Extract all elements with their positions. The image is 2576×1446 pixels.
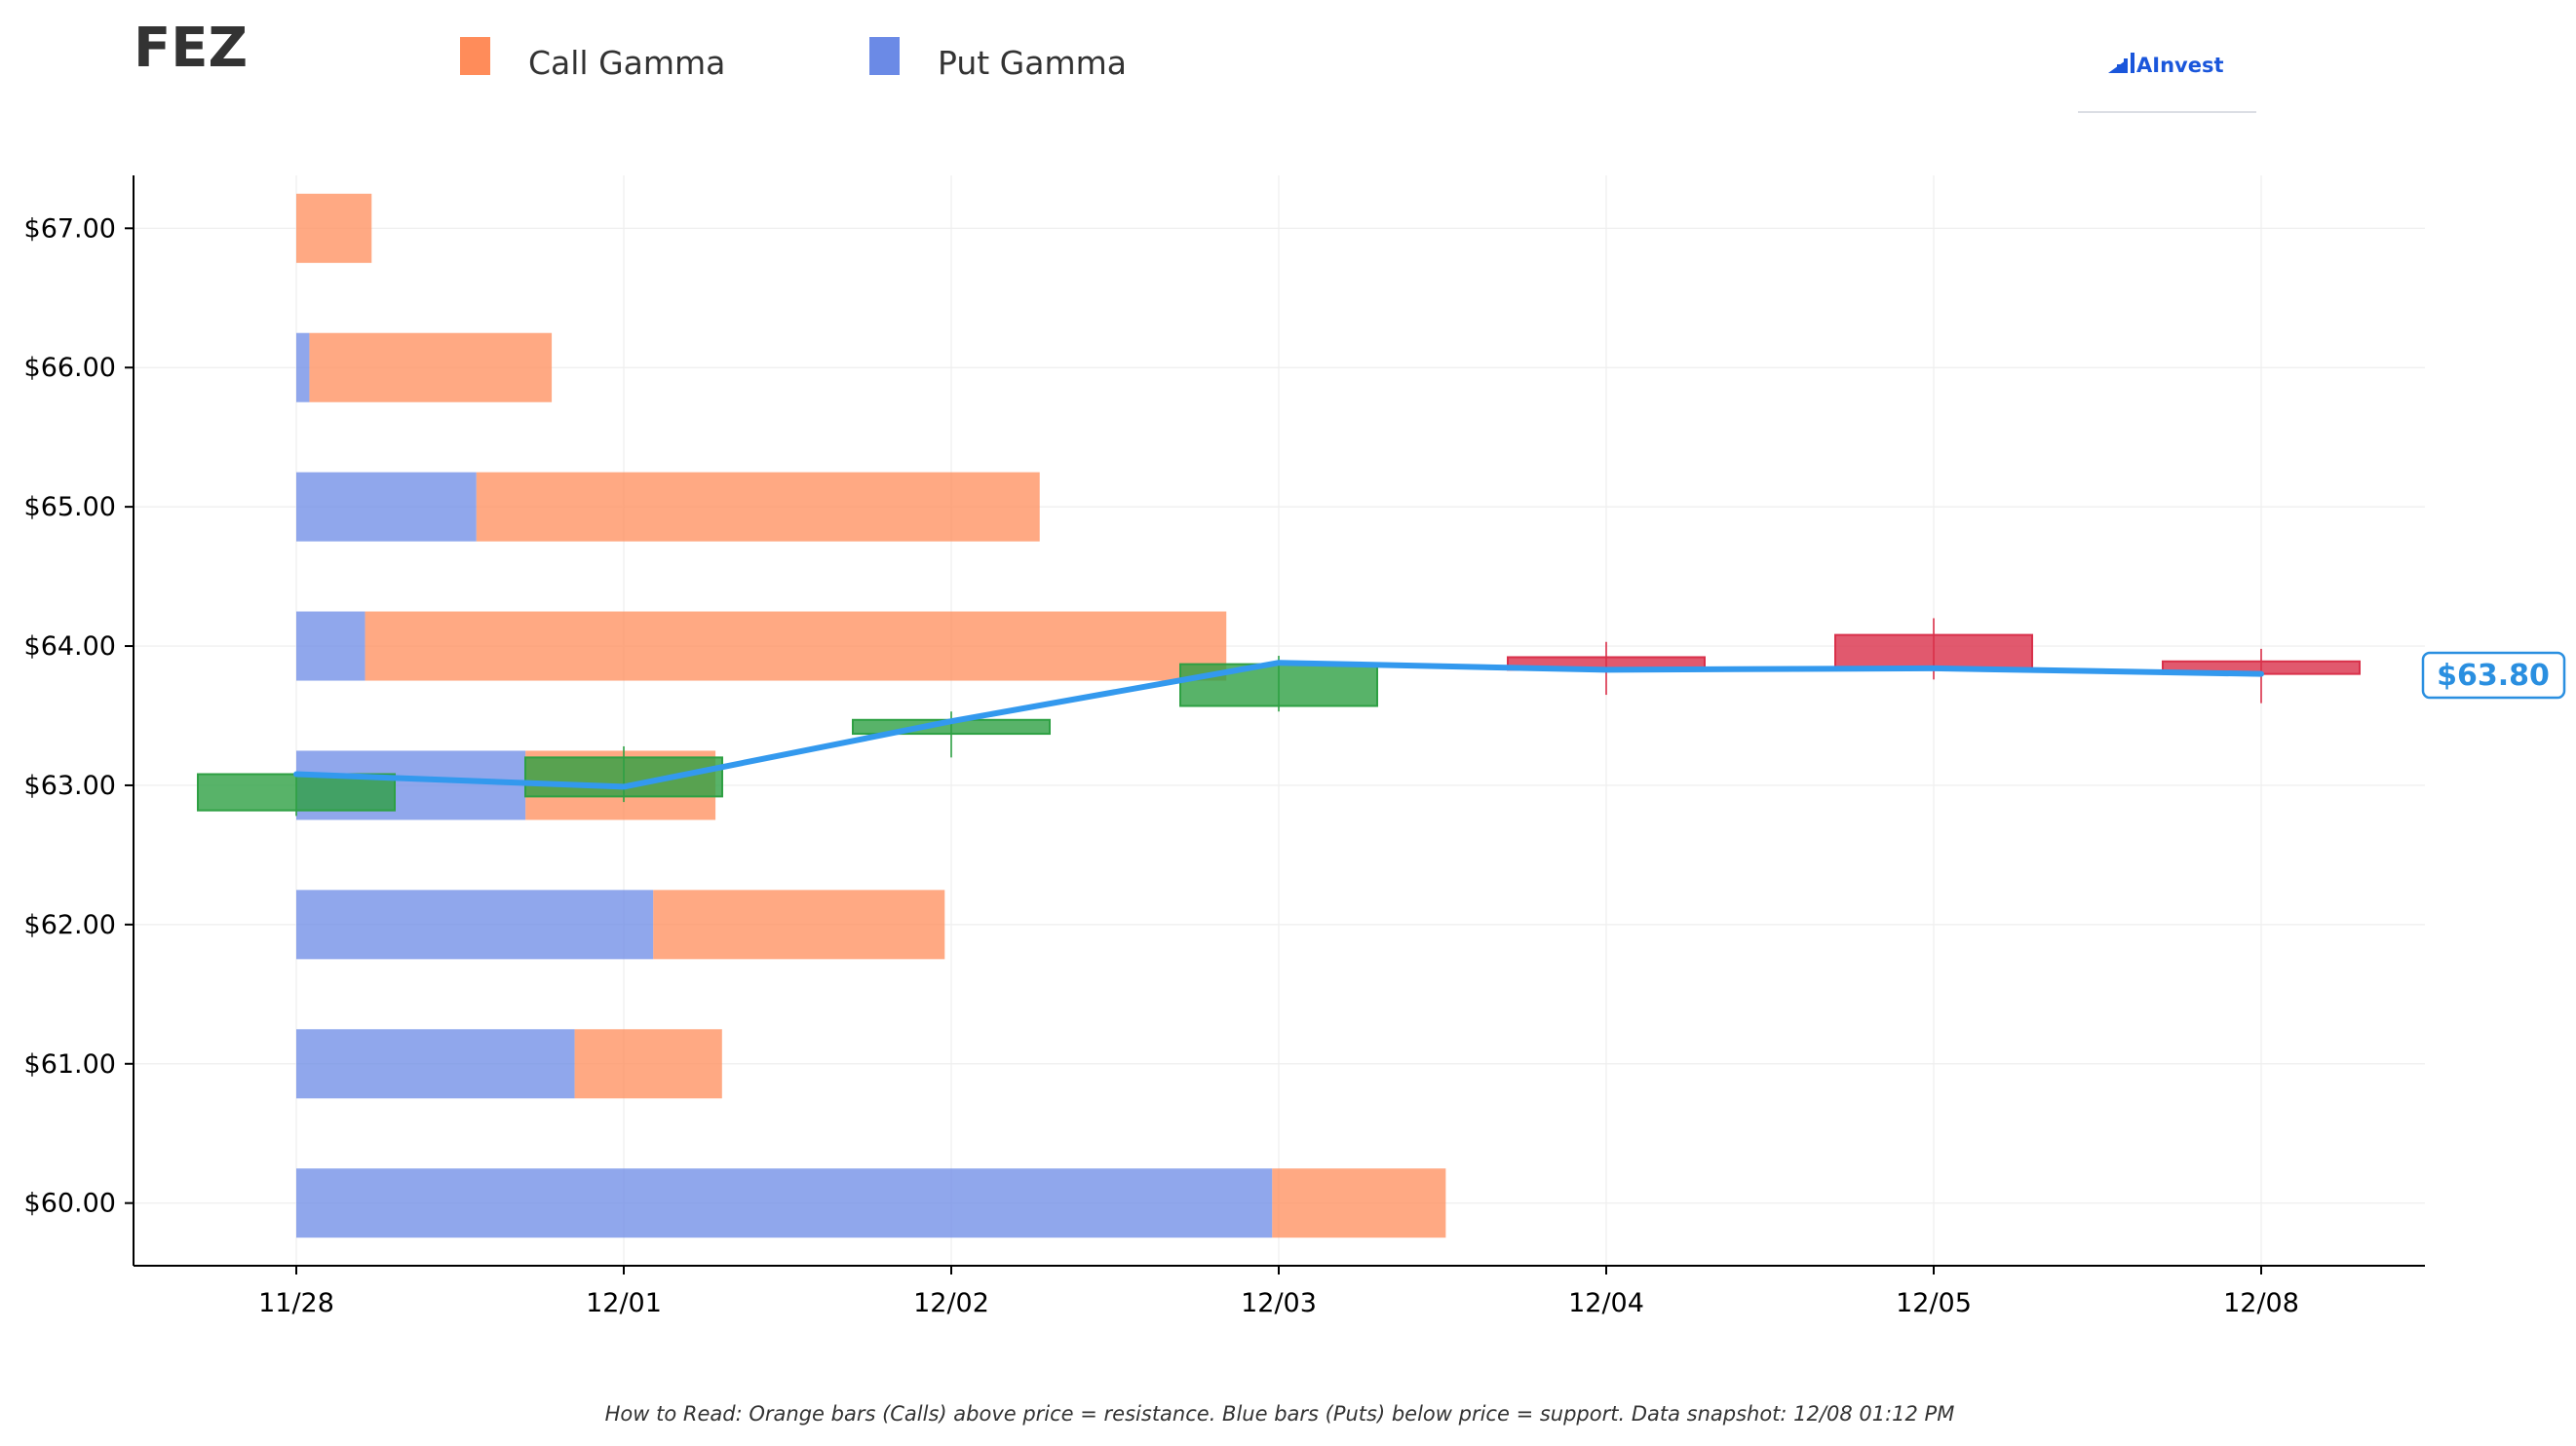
x-tick-label: 12/01 [586,1288,662,1318]
legend-label-put: Put Gamma [938,44,1127,82]
candle-body [1179,663,1378,707]
put-gamma-bar [296,611,365,681]
y-tick-label: $60.00 [24,1189,116,1219]
x-tick-label: 12/05 [1896,1288,1972,1318]
candle-body [197,773,396,812]
footer-note: How to Read: Orange bars (Calls) above p… [605,1402,1955,1426]
chart-bars-icon [2108,53,2134,73]
put-gamma-bar [296,332,310,402]
price-line-layer [293,660,2264,790]
brand-name: AInvest [2136,54,2224,77]
y-tick-label: $67.00 [24,213,116,244]
call-gamma-bar [1272,1168,1446,1238]
legend: Call Gamma Put Gamma [460,37,1127,82]
candle-body [1834,633,2033,669]
x-tick-label: 12/03 [1241,1288,1317,1318]
call-gamma-bar [476,472,1040,542]
y-tick-label: $62.00 [24,910,116,940]
x-tick-label: 12/08 [2223,1288,2299,1318]
price-badge: $63.80 [2421,651,2566,700]
y-tick-label: $63.00 [24,771,116,801]
call-gamma-bar [365,611,1227,681]
put-gamma-bar [296,890,654,960]
call-gamma-bar [574,1029,722,1099]
put-gamma-bar [296,472,477,542]
brand-logo: AInvest [2078,53,2256,113]
chart-title: FEZ [134,17,248,80]
put-gamma-bar [296,1168,1273,1238]
x-tick-label: 12/02 [913,1288,989,1318]
legend-swatch-call [460,37,490,75]
call-gamma-bar [653,890,945,960]
legend-swatch-put [869,37,900,75]
candle-body [524,756,723,798]
axes: $60.00 $61.00 $62.00 $63.00 $64.00 $65.00 $66.… [24,175,2425,1318]
y-tick-label: $64.00 [24,631,116,662]
x-tick-label: 11/28 [258,1288,334,1318]
x-tick-label: 12/04 [1568,1288,1644,1318]
price-badge-label: $63.80 [2437,659,2550,693]
legend-label-call: Call Gamma [528,44,725,82]
candlesticks [197,618,2361,817]
y-tick-label: $66.00 [24,353,116,383]
call-gamma-bar [296,193,372,263]
gamma-bars [296,193,1446,1238]
y-tick-label: $61.00 [24,1049,116,1080]
call-gamma-bar [309,332,553,402]
price-badge-box [2421,651,2566,700]
price-line [293,660,2264,790]
put-gamma-bar [296,1029,575,1099]
y-tick-label: $65.00 [24,492,116,522]
